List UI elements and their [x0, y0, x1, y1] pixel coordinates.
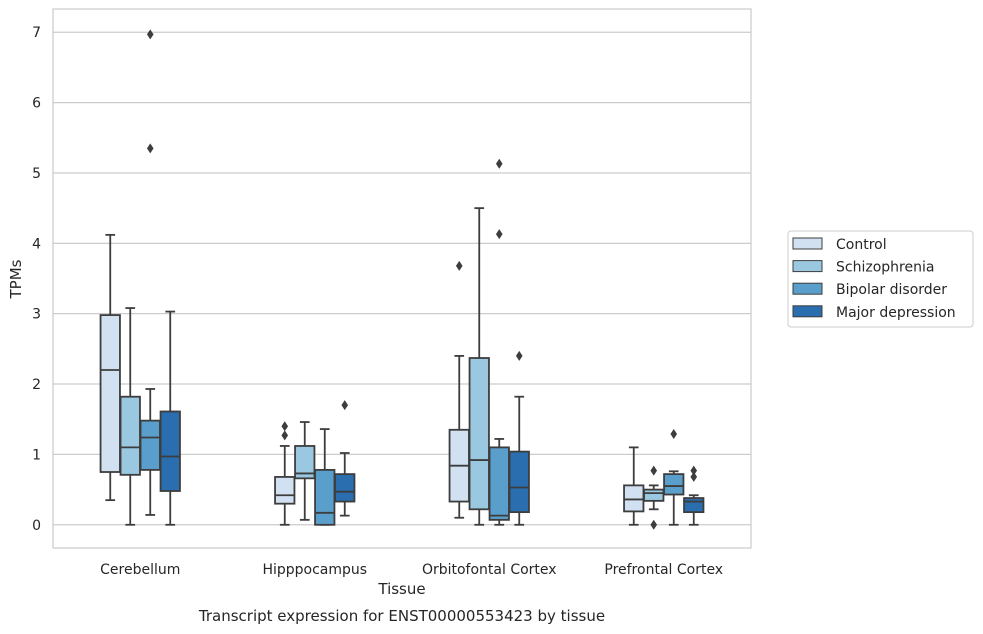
legend-label: Bipolar disorder [836, 282, 947, 298]
box [314, 428, 336, 526]
outlier-point [281, 421, 289, 432]
outlier-point [670, 429, 678, 440]
box [99, 233, 121, 502]
box-body [159, 410, 181, 492]
y-tick-label: 1 [32, 447, 41, 463]
y-tick-label: 5 [32, 166, 41, 182]
legend-label: Major depression [836, 305, 956, 321]
box-body [508, 450, 530, 514]
outlier-point [341, 400, 349, 411]
box [663, 429, 685, 526]
x-axis-label: Tissue [377, 580, 425, 598]
outlier-point [146, 29, 154, 40]
outlier-point [650, 519, 658, 530]
box-body [643, 488, 665, 502]
box [334, 400, 356, 517]
outlier-point [515, 350, 523, 361]
box [139, 29, 161, 516]
box [623, 446, 645, 526]
outlier-point [650, 465, 658, 476]
y-tick-label: 2 [32, 377, 41, 393]
x-tick-label: Prefrontal Cortex [604, 562, 723, 578]
outlier-point [281, 430, 289, 441]
box-body [623, 484, 645, 513]
box-body [314, 468, 336, 526]
box-body [488, 446, 510, 521]
box-body [119, 395, 141, 476]
outlier-point [495, 158, 503, 169]
y-tick-label: 0 [32, 518, 41, 534]
y-tick-label: 3 [32, 307, 41, 323]
box [488, 158, 510, 526]
x-tick-label: Hipppocampus [262, 562, 367, 578]
outlier-point [690, 471, 698, 482]
box [159, 310, 181, 526]
outlier-point [146, 143, 154, 154]
plot-frame [52, 8, 752, 549]
box-body [468, 357, 490, 511]
box-body [294, 445, 316, 480]
outlier-point [495, 229, 503, 240]
legend-swatch [792, 282, 823, 295]
box-body [683, 497, 705, 514]
box [119, 307, 141, 526]
box-body [274, 476, 296, 505]
legend-label: Schizophrenia [836, 260, 934, 276]
legend-frame [787, 230, 974, 328]
box-body [663, 473, 685, 496]
box [274, 421, 296, 526]
outlier-point [690, 465, 698, 476]
box [508, 350, 530, 526]
box-body [139, 419, 161, 471]
x-tick-labels: Cerebellum Hipppocampus Orbitofontal Corte… [100, 562, 723, 578]
box [683, 465, 705, 526]
box-body [334, 473, 356, 503]
legend-swatch [792, 260, 823, 273]
y-axis-label: TPMs [7, 259, 25, 299]
x-tick-label: Orbitofontal Cortex [422, 562, 557, 578]
y-tick-label: 6 [32, 96, 41, 112]
outlier-point [455, 260, 463, 271]
y-tick-label: 7 [32, 25, 41, 41]
box-body [99, 314, 121, 473]
box [294, 421, 316, 521]
legend-swatch [792, 237, 823, 250]
boxes [99, 29, 705, 530]
x-tick-label: Cerebellum [100, 562, 180, 578]
y-tick-label: 4 [32, 236, 41, 252]
legend-swatch [792, 305, 823, 318]
y-tick-labels: 0 1 2 3 4 5 6 7 [32, 25, 41, 534]
chart-caption: Transcript expression for ENST0000055342… [198, 607, 605, 625]
legend: Control Schizophrenia Bipolar disorder Majo… [787, 230, 974, 328]
box [468, 207, 490, 526]
legend-label: Control [836, 237, 887, 253]
